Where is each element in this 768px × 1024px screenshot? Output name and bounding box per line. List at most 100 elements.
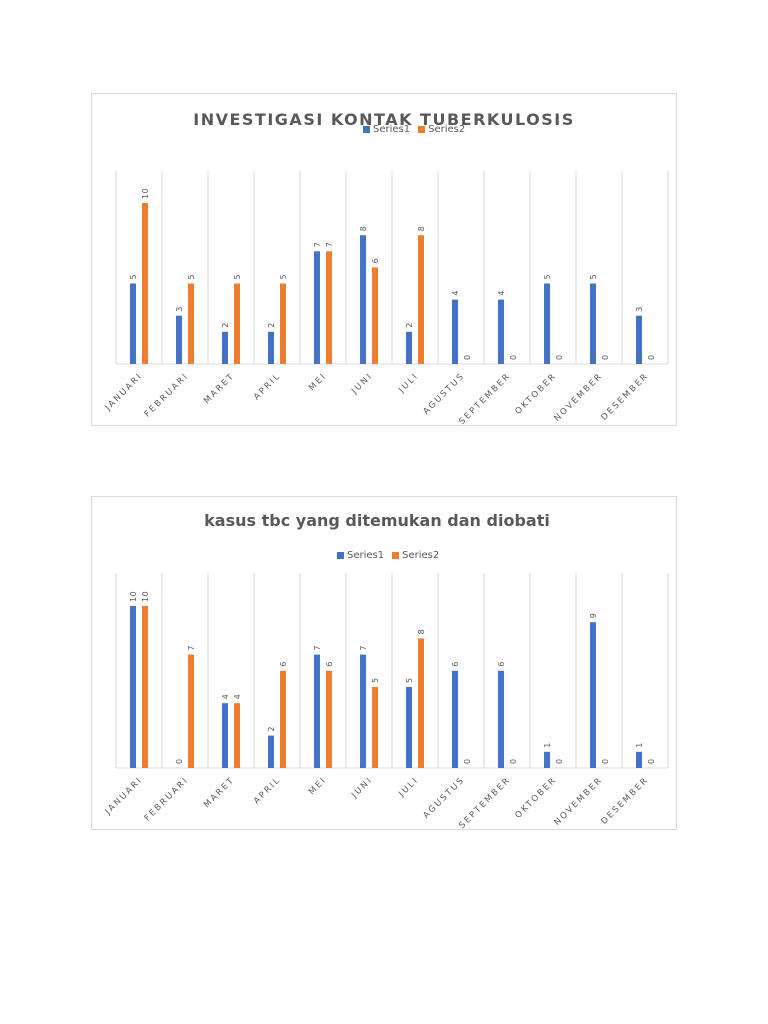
tick-label: MEI — [307, 775, 329, 797]
tick-label: NOVEMBER — [552, 775, 605, 828]
tick-label: APRIL — [252, 371, 283, 402]
bar-series1-agustus — [452, 670, 458, 768]
tick-label: OKTOBER — [513, 371, 559, 417]
data-label: 5 — [279, 274, 288, 280]
tick-label: JANUARI — [103, 775, 145, 817]
chart-legend: Series1 Series2 — [337, 550, 439, 561]
bar-series2-april — [280, 283, 286, 364]
data-label: 8 — [359, 226, 368, 232]
tick-label: JULI — [396, 775, 421, 800]
legend-item-series2: Series2 — [418, 124, 465, 135]
bar-series2-april — [280, 670, 286, 768]
data-label: 7 — [187, 645, 196, 651]
bar-series1-juni — [360, 654, 366, 768]
bar-plot: 5 10 JANUARI 3 5 FEBRUARI 2 5 MARET 2 5 APRIL 7 7 MEI 8… — [103, 171, 669, 427]
data-label: 5 — [187, 274, 196, 280]
tick-label: JUNI — [349, 775, 375, 801]
data-label: 3 — [175, 306, 184, 312]
tick-label: MEI — [307, 371, 329, 393]
chart-title: INVESTIGASI KONTAK TUBERKULOSIS — [193, 110, 575, 129]
data-label: 5 — [543, 274, 552, 280]
bar-series1-oktober — [544, 283, 550, 364]
data-label: 9 — [589, 613, 598, 619]
data-label: 10 — [141, 188, 150, 199]
bar-series2-maret — [234, 283, 240, 364]
bar-series1-maret — [222, 703, 228, 768]
legend-swatch-series2 — [418, 126, 426, 133]
bar-series1-januari — [130, 606, 136, 768]
legend-item-series1: Series1 — [337, 550, 384, 561]
chart-investigasi-kontak: INVESTIGASI KONTAK TUBERKULOSIS Series1 … — [91, 93, 677, 427]
tick-label: JANUARI — [103, 371, 145, 413]
data-label: 0 — [555, 354, 564, 360]
legend-item-series2: Series2 — [392, 550, 439, 561]
data-label: 0 — [509, 758, 518, 764]
bar-series2-februari — [188, 283, 194, 364]
chart-kasus-tbc: kasus tbc yang ditemukan dan diobati Ser… — [91, 496, 677, 831]
bar-series1-maret — [222, 331, 228, 364]
data-label: 10 — [141, 591, 150, 602]
data-label: 2 — [267, 726, 276, 732]
bar-series1-november — [590, 283, 596, 364]
tick-label: FEBRUARI — [143, 371, 191, 419]
data-label: 5 — [589, 274, 598, 280]
tick-label: FEBRUARI — [143, 775, 191, 823]
data-label: 8 — [417, 226, 426, 232]
tick-label: APRIL — [252, 775, 283, 806]
tick-label: MARET — [202, 371, 237, 406]
bar-series2-juli — [418, 235, 424, 364]
data-label: 4 — [221, 694, 230, 700]
data-label: 6 — [279, 661, 288, 667]
legend-label-series1: Series1 — [347, 550, 385, 561]
data-label: 6 — [497, 661, 506, 667]
data-label: 5 — [405, 677, 414, 683]
data-label: 6 — [325, 661, 334, 667]
chart-legend: Series1 Series2 — [363, 124, 465, 135]
bar-series1-februari — [176, 315, 182, 364]
bar-series2-januari — [142, 203, 148, 364]
legend-swatch-series2 — [392, 552, 400, 559]
tick-label: MARET — [202, 775, 237, 810]
tick-label: AGUSTUS — [421, 775, 467, 821]
bar-series1-oktober — [544, 751, 550, 768]
bar-series1-mei — [314, 654, 320, 768]
legend-item-series1: Series1 — [363, 124, 410, 135]
data-label: 0 — [555, 758, 564, 764]
data-label: 0 — [601, 758, 610, 764]
legend-label-series1: Series1 — [373, 124, 411, 135]
bar-series2-mei — [326, 251, 332, 364]
data-label: 2 — [405, 322, 414, 328]
bar-series2-juli — [418, 638, 424, 768]
data-label: 4 — [233, 694, 242, 700]
bar-series1-september — [498, 670, 504, 768]
bar-series1-juli — [406, 687, 412, 768]
data-label: 6 — [371, 258, 380, 264]
data-label: 2 — [267, 322, 276, 328]
bar-series1-juni — [360, 235, 366, 364]
data-label: 4 — [497, 290, 506, 296]
data-label: 0 — [601, 354, 610, 360]
data-label: 5 — [371, 677, 380, 683]
data-label: 2 — [221, 322, 230, 328]
bar-series1-desember — [636, 751, 642, 768]
bar-series1-desember — [636, 315, 642, 364]
bar-series1-november — [590, 622, 596, 768]
tick-label: JULI — [396, 371, 421, 396]
legend-swatch-series1 — [363, 126, 370, 133]
bar-series1-agustus — [452, 299, 458, 364]
data-label: 0 — [463, 758, 472, 764]
data-label: 7 — [313, 242, 322, 248]
data-label: 10 — [129, 591, 138, 602]
data-label: 4 — [451, 290, 460, 296]
tick-label: JUNI — [349, 371, 375, 397]
chart-title: kasus tbc yang ditemukan dan diobati — [204, 511, 550, 530]
tick-label: NOVEMBER — [552, 371, 605, 424]
legend-swatch-series1 — [337, 552, 344, 559]
tick-label: DESEMBER — [599, 371, 651, 423]
bar-series2-juni — [372, 267, 378, 364]
data-label: 0 — [175, 758, 184, 764]
data-label: 3 — [635, 306, 644, 312]
data-label: 1 — [543, 742, 552, 748]
data-label: 5 — [233, 274, 242, 280]
